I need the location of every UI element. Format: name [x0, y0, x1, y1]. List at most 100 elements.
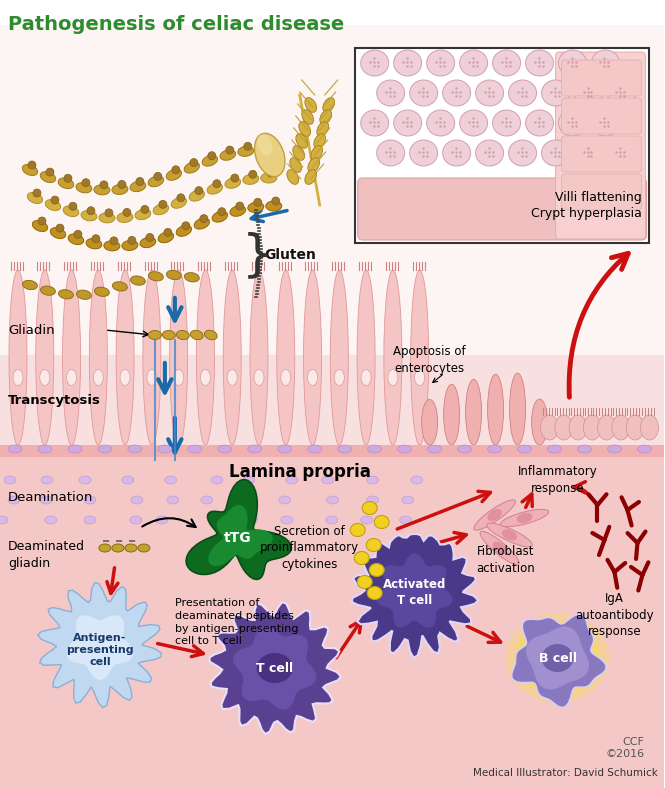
Ellipse shape: [230, 206, 245, 216]
Polygon shape: [66, 615, 134, 680]
Ellipse shape: [474, 500, 515, 530]
Polygon shape: [511, 615, 606, 708]
Ellipse shape: [218, 445, 232, 453]
Ellipse shape: [357, 575, 372, 589]
Circle shape: [182, 221, 190, 230]
Circle shape: [249, 170, 257, 178]
Ellipse shape: [162, 330, 176, 340]
Ellipse shape: [184, 162, 200, 173]
Ellipse shape: [255, 133, 285, 177]
Ellipse shape: [290, 158, 302, 173]
Text: T cell: T cell: [256, 661, 293, 675]
Ellipse shape: [196, 270, 214, 445]
Circle shape: [87, 206, 95, 214]
Ellipse shape: [366, 516, 378, 524]
Ellipse shape: [487, 509, 501, 521]
Ellipse shape: [525, 50, 553, 76]
Ellipse shape: [334, 370, 344, 385]
Circle shape: [164, 229, 172, 236]
Ellipse shape: [201, 476, 213, 484]
Ellipse shape: [36, 270, 54, 445]
Circle shape: [128, 236, 136, 244]
Ellipse shape: [188, 445, 202, 453]
Text: Medical Illustrator: David Schumick: Medical Illustrator: David Schumick: [473, 768, 658, 778]
Ellipse shape: [112, 544, 124, 552]
Ellipse shape: [302, 110, 314, 125]
Ellipse shape: [317, 121, 329, 136]
Ellipse shape: [547, 445, 561, 453]
FancyBboxPatch shape: [358, 178, 646, 240]
Polygon shape: [233, 626, 317, 710]
Ellipse shape: [357, 270, 375, 445]
Ellipse shape: [458, 445, 471, 453]
Ellipse shape: [509, 388, 525, 445]
Ellipse shape: [509, 140, 537, 166]
Ellipse shape: [555, 415, 573, 440]
Ellipse shape: [171, 197, 186, 208]
Ellipse shape: [120, 370, 130, 385]
Circle shape: [218, 208, 226, 216]
Ellipse shape: [63, 206, 78, 217]
Ellipse shape: [591, 50, 620, 76]
Circle shape: [146, 233, 154, 241]
Ellipse shape: [117, 213, 133, 222]
Text: Inflammatory
response: Inflammatory response: [517, 465, 597, 495]
Circle shape: [231, 174, 239, 182]
Ellipse shape: [256, 145, 272, 155]
Ellipse shape: [541, 80, 569, 106]
Ellipse shape: [480, 531, 519, 565]
Ellipse shape: [369, 563, 384, 577]
Text: Activated
T cell: Activated T cell: [383, 578, 446, 607]
Ellipse shape: [307, 370, 317, 385]
Circle shape: [33, 189, 41, 197]
Ellipse shape: [338, 445, 352, 453]
Circle shape: [262, 141, 270, 149]
Ellipse shape: [13, 370, 23, 385]
Ellipse shape: [78, 476, 90, 484]
Ellipse shape: [638, 445, 652, 453]
Circle shape: [123, 208, 131, 217]
Ellipse shape: [285, 496, 297, 504]
Ellipse shape: [361, 370, 371, 385]
Ellipse shape: [51, 228, 66, 239]
Ellipse shape: [140, 237, 156, 247]
Ellipse shape: [522, 627, 593, 689]
Ellipse shape: [148, 272, 164, 281]
Text: Fibroblast
activation: Fibroblast activation: [476, 545, 535, 574]
Circle shape: [244, 143, 252, 151]
Ellipse shape: [541, 644, 573, 672]
FancyBboxPatch shape: [561, 136, 642, 172]
Ellipse shape: [261, 173, 277, 183]
Ellipse shape: [190, 330, 203, 340]
Ellipse shape: [130, 181, 146, 191]
Ellipse shape: [384, 270, 402, 445]
Text: Apoptosis of
enterocytes: Apoptosis of enterocytes: [393, 345, 466, 375]
Ellipse shape: [400, 476, 412, 484]
Ellipse shape: [148, 176, 164, 187]
Ellipse shape: [608, 445, 622, 453]
Ellipse shape: [202, 155, 217, 166]
Ellipse shape: [143, 270, 161, 445]
Ellipse shape: [8, 445, 22, 453]
Polygon shape: [209, 602, 341, 734]
Ellipse shape: [299, 121, 311, 136]
FancyBboxPatch shape: [561, 60, 642, 96]
Ellipse shape: [575, 140, 602, 166]
Ellipse shape: [250, 270, 268, 445]
Ellipse shape: [415, 370, 425, 385]
Text: Villi flattening
Crypt hyperplasia: Villi flattening Crypt hyperplasia: [531, 191, 642, 220]
Ellipse shape: [517, 513, 533, 523]
Circle shape: [100, 181, 108, 189]
Ellipse shape: [166, 169, 182, 180]
Circle shape: [226, 146, 234, 154]
Bar: [0, 355, 664, 455]
Ellipse shape: [82, 496, 94, 504]
Ellipse shape: [408, 496, 420, 504]
Ellipse shape: [243, 174, 259, 184]
Ellipse shape: [27, 192, 43, 203]
Circle shape: [74, 230, 82, 238]
Ellipse shape: [360, 110, 388, 136]
Ellipse shape: [158, 445, 172, 453]
Ellipse shape: [23, 165, 38, 176]
Ellipse shape: [394, 110, 422, 136]
